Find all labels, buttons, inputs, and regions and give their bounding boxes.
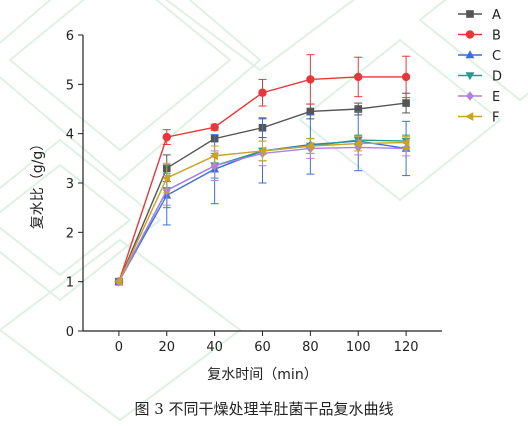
figure-caption: 图 3 不同干燥处理羊肚菌干品复水曲线 (134, 400, 394, 418)
legend-d-label: D (492, 70, 502, 85)
series-b-point (210, 123, 219, 132)
series-f-point (401, 138, 410, 147)
series-f-point (353, 139, 362, 148)
x-tick-label: 120 (394, 340, 419, 355)
y-tick-label: 1 (66, 276, 74, 291)
y-tick-label: 2 (66, 226, 74, 241)
y-tick-label: 0 (66, 325, 74, 340)
series-f-point (305, 141, 314, 151)
x-axis-title: 复水时间（min） (207, 366, 317, 383)
series-f-point (257, 146, 266, 156)
y-tick-label: 4 (66, 128, 74, 143)
series-b-point (354, 72, 363, 82)
x-tick-label: 80 (302, 340, 319, 355)
x-tick-label: 40 (206, 340, 223, 355)
legend-a-label: A (492, 8, 501, 23)
legend-c-swatch-marker (465, 50, 475, 59)
series-f-point (161, 173, 171, 183)
legend-d-swatch-marker (465, 72, 475, 81)
series-b-point (401, 72, 411, 82)
series-b-point (162, 132, 171, 142)
series-f-point (209, 151, 218, 161)
series-b-point (306, 75, 315, 84)
y-tick-label: 6 (66, 29, 74, 44)
legend-a-swatch-marker (466, 10, 474, 18)
x-tick-label: 20 (158, 340, 175, 355)
legend-e-label: E (492, 90, 500, 105)
x-tick-label: 60 (254, 340, 271, 355)
series-a-point (306, 107, 315, 116)
legend-b-label: B (492, 29, 501, 44)
y-tick-label: 5 (66, 78, 74, 93)
x-tick-label: 0 (115, 340, 123, 355)
series-b-point (258, 88, 267, 97)
y-axis-title: 复水比（g/g） (29, 137, 46, 230)
legend-f-swatch-marker (465, 112, 474, 121)
legend-e-swatch-marker (466, 91, 474, 101)
legend-c-label: C (492, 49, 501, 64)
legend-b-swatch-marker (465, 30, 475, 39)
series-f-point (114, 277, 123, 287)
series-a-point (402, 99, 410, 107)
series-a-point (354, 105, 363, 113)
x-tick-label: 100 (346, 340, 371, 355)
legend-f-label: F (492, 111, 499, 126)
y-tick-label: 3 (66, 177, 74, 192)
